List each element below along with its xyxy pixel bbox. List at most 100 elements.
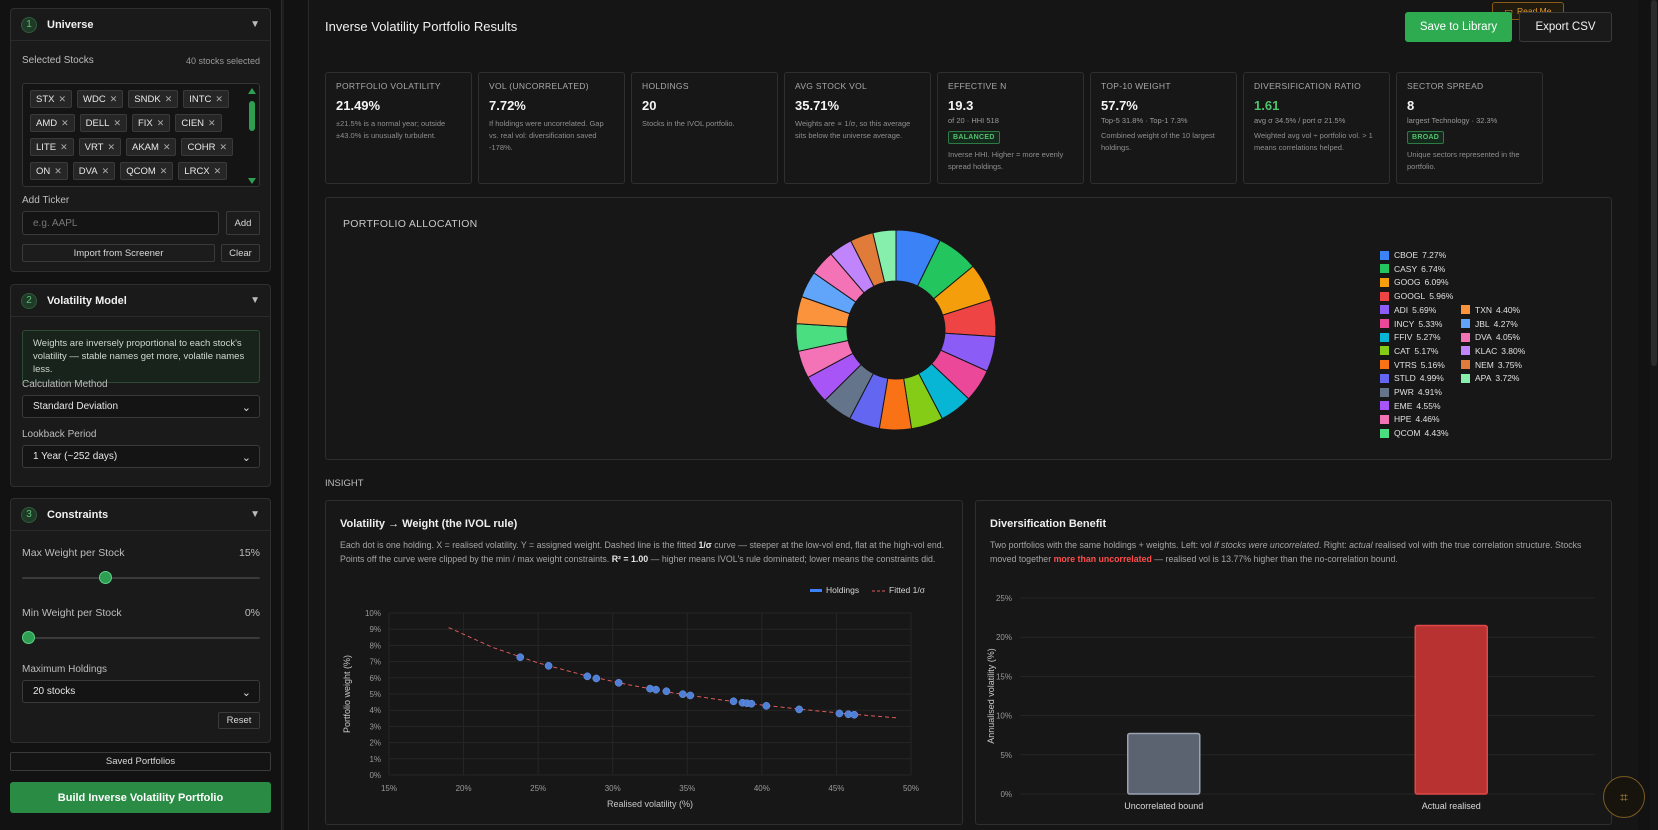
chart-logo-button[interactable]: ⌗: [1603, 776, 1645, 818]
saved-portfolios-button[interactable]: Saved Portfolios: [10, 752, 271, 771]
legend-item[interactable]: INCY 5.33%: [1380, 319, 1442, 329]
scroll-up-icon[interactable]: [248, 88, 256, 94]
stock-chip[interactable]: AKAM ✕: [126, 138, 177, 156]
remove-chip-icon[interactable]: ✕: [162, 141, 171, 152]
remove-chip-icon[interactable]: ✕: [156, 117, 165, 128]
legend-item[interactable]: JBL 4.27%: [1461, 319, 1518, 329]
stock-chip[interactable]: WDC ✕: [77, 90, 124, 108]
legend-item[interactable]: FFIV 5.27%: [1380, 332, 1441, 342]
metric-description: If holdings were uncorrelated. Gap vs. r…: [489, 119, 604, 152]
legend-weight: 4.40%: [1496, 304, 1521, 315]
clear-button[interactable]: Clear: [221, 244, 260, 262]
stock-chip[interactable]: GOOGL✕: [127, 186, 185, 187]
stock-chip[interactable]: LITE ✕: [30, 138, 74, 156]
reset-button[interactable]: Reset: [218, 712, 260, 729]
import-from-screener-button[interactable]: Import from Screener: [22, 244, 215, 262]
save-to-library-button[interactable]: Save to Library: [1405, 12, 1512, 42]
chevron-down-icon[interactable]: ▼: [250, 295, 260, 306]
add-ticker-button[interactable]: Add: [226, 211, 260, 235]
legend-item[interactable]: HPE 4.46%: [1380, 414, 1440, 424]
legend-item[interactable]: GOOG 6.09%: [1380, 277, 1449, 287]
legend-item[interactable]: APA 3.72%: [1461, 373, 1520, 383]
stock-chip[interactable]: CIEN ✕: [175, 114, 222, 132]
x-axis-label: Realised volatility (%): [607, 799, 693, 809]
legend-ticker: EME: [1394, 400, 1413, 411]
calc-method-value: Standard Deviation: [33, 401, 119, 412]
legend-item[interactable]: CAT 5.17%: [1380, 346, 1438, 356]
remove-chip-icon[interactable]: ✕: [54, 165, 62, 176]
remove-chip-icon[interactable]: ✕: [109, 93, 118, 104]
export-csv-button[interactable]: Export CSV: [1519, 12, 1612, 42]
stock-chip[interactable]: INTC ✕: [183, 90, 229, 108]
legend-item[interactable]: STLD 4.99%: [1380, 373, 1444, 383]
max-weight-slider[interactable]: [22, 571, 260, 585]
remove-chip-icon[interactable]: ✕: [58, 93, 67, 104]
remove-chip-icon[interactable]: ✕: [164, 93, 173, 104]
scroll-thumb[interactable]: [1651, 0, 1657, 366]
remove-chip-icon[interactable]: ✕: [208, 117, 216, 128]
min-weight-slider[interactable]: [22, 631, 260, 645]
stock-chip[interactable]: STX ✕: [30, 90, 73, 108]
y-tick-label: 6%: [369, 674, 381, 683]
legend-item[interactable]: DVA 4.05%: [1461, 332, 1520, 342]
volatility-model-header[interactable]: 2 Volatility Model ▼: [11, 285, 270, 317]
scroll-thumb[interactable]: [249, 101, 255, 131]
legend-item[interactable]: NEM 3.75%: [1461, 360, 1522, 370]
stock-chip[interactable]: ON ✕: [30, 162, 68, 180]
stock-chip[interactable]: LRCX ✕: [178, 162, 228, 180]
stock-chip[interactable]: QCOM ✕: [120, 162, 174, 180]
legend-item[interactable]: ADI 5.69%: [1380, 305, 1436, 315]
remove-chip-icon[interactable]: ✕: [61, 117, 69, 128]
slider-knob[interactable]: [98, 571, 112, 584]
legend-item[interactable]: GOOGL 5.96%: [1380, 291, 1453, 301]
stock-chips-box[interactable]: STX ✕ WDC ✕ SNDK ✕ INTC ✕ AMD ✕ DELL ✕ FIX ✕ CIEN ✕ LITE…: [22, 83, 260, 187]
legend-item[interactable]: VTRS 5.16%: [1380, 360, 1445, 370]
stock-chip[interactable]: EME✕: [78, 186, 122, 187]
remove-chip-icon[interactable]: ✕: [101, 165, 110, 176]
slider-knob[interactable]: [22, 631, 35, 644]
remove-chip-icon[interactable]: ✕: [113, 117, 121, 128]
constraints-header[interactable]: 3 Constraints ▼: [11, 499, 270, 531]
remove-chip-icon[interactable]: ✕: [219, 141, 228, 152]
chips-scrollbar[interactable]: [248, 88, 256, 184]
universe-header[interactable]: 1 Universe ▼: [11, 9, 270, 41]
remove-chip-icon[interactable]: ✕: [159, 165, 168, 176]
ticker-input[interactable]: [22, 211, 219, 235]
legend-item[interactable]: PWR 4.91%: [1380, 387, 1442, 397]
legend-item[interactable]: CBOE 7.27%: [1380, 250, 1446, 260]
legend-item[interactable]: CASY 6.74%: [1380, 264, 1445, 274]
legend-ticker: QCOM: [1394, 428, 1421, 439]
remove-chip-icon[interactable]: ✕: [60, 141, 68, 152]
legend-item[interactable]: TXN 4.40%: [1461, 305, 1520, 315]
remove-chip-icon[interactable]: ✕: [215, 93, 223, 104]
max-holdings-select[interactable]: 20 stocks ⌄: [22, 680, 260, 703]
chevron-down-icon[interactable]: ▼: [250, 19, 260, 30]
stock-chip[interactable]: DELL ✕: [79, 114, 127, 132]
stock-chip[interactable]: TXN✕: [30, 186, 73, 187]
lookback-value: 1 Year (~252 days): [33, 451, 118, 462]
chevron-down-icon[interactable]: ▼: [250, 509, 260, 520]
build-portfolio-button[interactable]: Build Inverse Volatility Portfolio: [10, 782, 271, 813]
legend-weight: 4.55%: [1416, 400, 1441, 411]
bar-actual: [1414, 624, 1488, 795]
chip-label: INTC: [189, 93, 212, 105]
legend-item[interactable]: KLAC 3.80%: [1461, 346, 1525, 356]
remove-chip-icon[interactable]: ✕: [213, 165, 222, 176]
page-scrollbar[interactable]: [1650, 0, 1658, 830]
legend-swatch: [1380, 277, 1389, 287]
stock-chip[interactable]: SNDK ✕: [128, 90, 179, 108]
stock-chip[interactable]: VRT ✕: [78, 138, 121, 156]
lookback-select[interactable]: 1 Year (~252 days) ⌄: [22, 445, 260, 468]
fitted-curve-line: [448, 627, 897, 719]
stock-chip[interactable]: AMD ✕: [30, 114, 75, 132]
remove-chip-icon[interactable]: ✕: [107, 141, 115, 152]
stock-chip[interactable]: DVA ✕: [72, 162, 116, 180]
stock-chip[interactable]: COHR ✕: [181, 138, 234, 156]
metric-value: 57.7%: [1101, 98, 1138, 113]
scroll-down-icon[interactable]: [248, 178, 256, 184]
legend-item[interactable]: EME 4.55%: [1380, 401, 1441, 411]
y-tick-label: 10%: [996, 712, 1012, 721]
legend-item[interactable]: QCOM 4.43%: [1380, 428, 1449, 438]
stock-chip[interactable]: FIX ✕: [131, 114, 171, 132]
calc-method-select[interactable]: Standard Deviation ⌄: [22, 395, 260, 418]
